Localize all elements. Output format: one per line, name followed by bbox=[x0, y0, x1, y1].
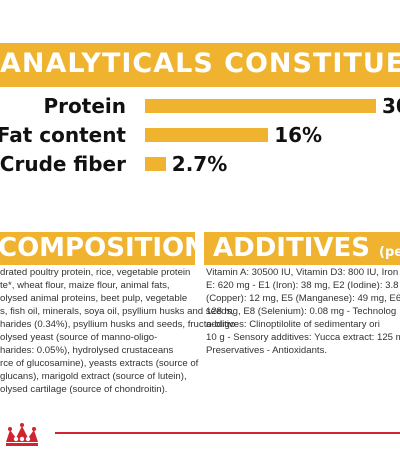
royal-canin-logo-icon bbox=[6, 423, 38, 446]
composition-line: olysed yeast (source of manno-oligo- bbox=[0, 332, 158, 343]
composition-line: s, fish oil, minerals, soya oil, psylliu… bbox=[0, 306, 235, 317]
fat-label: Fat content bbox=[0, 123, 126, 147]
composition-line: te*, wheat flour, maize flour, animal fa… bbox=[0, 280, 170, 291]
analytics-title: ANALYTICALS CONSTITUENTS bbox=[0, 48, 400, 79]
additives-title-wrap: ADDITIVES (per k bbox=[213, 233, 400, 263]
additives-subtitle: (per k bbox=[379, 245, 400, 260]
fiber-value: 2.7% bbox=[171, 152, 228, 176]
fiber-row: Crude fiber 2.7% bbox=[0, 151, 400, 177]
fat-row: Fat content 16% bbox=[0, 122, 400, 148]
protein-bar bbox=[145, 99, 376, 113]
composition-line: harides: 0.05%), hydrolysed crustaceans bbox=[0, 345, 174, 356]
composition-line: olysed cartilage (source of chondroitin)… bbox=[0, 384, 168, 395]
additives-line: additives: Clinoptilolite of sedimentary… bbox=[206, 319, 380, 330]
fiber-bar bbox=[145, 157, 166, 171]
protein-label: Protein bbox=[43, 94, 126, 118]
analytics-banner: ANALYTICALS CONSTITUENTS bbox=[0, 43, 400, 87]
additives-line: Preservatives - Antioxidants. bbox=[206, 345, 328, 356]
additives-header: ADDITIVES (per k bbox=[204, 232, 400, 265]
fat-value: 16% bbox=[274, 123, 323, 147]
additives-line: 128 mg, E8 (Selenium): 0.08 mg - Technol… bbox=[206, 306, 397, 317]
composition-header: COMPOSITION bbox=[0, 232, 195, 265]
composition-line: harides (0.34%), psyllium husks and seed… bbox=[0, 319, 239, 330]
composition-title: COMPOSITION bbox=[0, 233, 195, 263]
footer-red-line bbox=[55, 432, 400, 434]
protein-value: 30 bbox=[382, 94, 400, 118]
additives-title: ADDITIVES bbox=[213, 233, 370, 263]
additives-line: E: 620 mg - E1 (Iron): 38 mg, E2 (Iodine… bbox=[206, 280, 400, 291]
fiber-label: Crude fiber bbox=[0, 152, 126, 176]
composition-line: drated poultry protein, rice, vegetable … bbox=[0, 267, 191, 278]
fat-bar bbox=[145, 128, 269, 142]
protein-row: Protein 30 bbox=[0, 93, 400, 119]
additives-line: 10 g - Sensory additives: Yucca extract:… bbox=[206, 332, 400, 343]
additives-text: Vitamin A: 30500 IU, Vitamin D3: 800 IU,… bbox=[206, 266, 400, 357]
composition-line: olysed animal proteins, beet pulp, veget… bbox=[0, 293, 188, 304]
additives-line: Vitamin A: 30500 IU, Vitamin D3: 800 IU,… bbox=[206, 267, 399, 278]
composition-line: glucans), marigold extract (source of lu… bbox=[0, 371, 187, 382]
composition-line: rce of glucosamine), yeasts extracts (so… bbox=[0, 358, 199, 369]
composition-text: drated poultry protein, rice, vegetable … bbox=[0, 266, 239, 396]
additives-line: (Copper): 12 mg, E5 (Manganese): 49 mg, … bbox=[206, 293, 400, 304]
